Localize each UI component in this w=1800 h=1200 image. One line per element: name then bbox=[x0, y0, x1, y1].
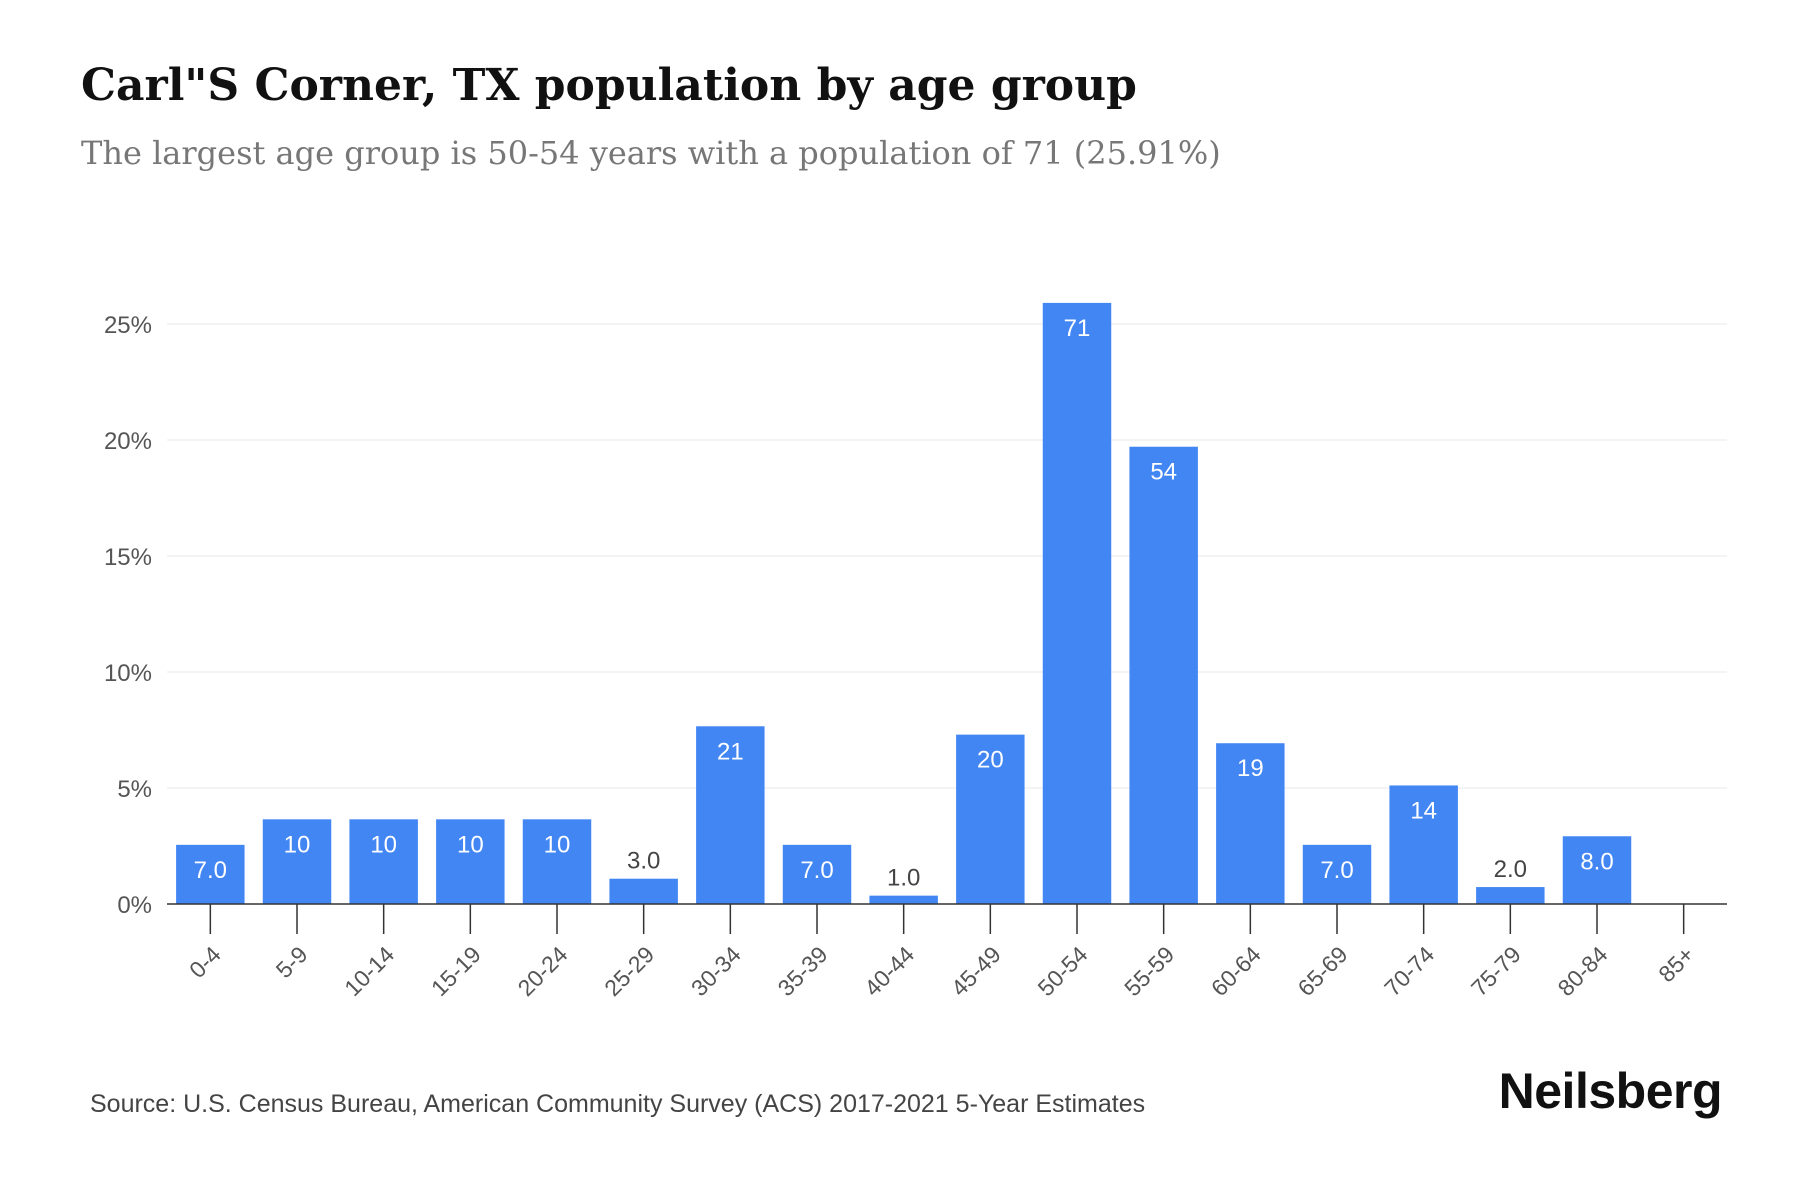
x-tick-label: 45-49 bbox=[946, 941, 1006, 1001]
x-tick-label: 55-59 bbox=[1119, 941, 1179, 1001]
x-tick-label: 30-34 bbox=[686, 941, 746, 1001]
bar bbox=[262, 819, 332, 904]
y-tick-label: 20% bbox=[104, 428, 152, 455]
x-tick-label: 20-24 bbox=[513, 941, 573, 1001]
bar bbox=[1476, 887, 1545, 904]
brand-logo: Neilsberg bbox=[1498, 1063, 1723, 1119]
y-tick-label: 15% bbox=[104, 544, 152, 571]
chart-subtitle: The largest age group is 50-54 years wit… bbox=[81, 134, 1221, 172]
data-label: 10 bbox=[457, 831, 484, 858]
bar bbox=[1389, 785, 1458, 904]
x-tick-label: 75-79 bbox=[1466, 941, 1526, 1001]
data-label: 7.0 bbox=[800, 857, 833, 884]
data-label: 19 bbox=[1237, 755, 1264, 782]
bar bbox=[1129, 446, 1198, 904]
data-label: 14 bbox=[1410, 797, 1437, 824]
x-tick-label: 40-44 bbox=[859, 941, 919, 1001]
data-label: 2.0 bbox=[1494, 856, 1527, 883]
data-label: 20 bbox=[977, 747, 1004, 774]
data-label: 7.0 bbox=[194, 857, 227, 884]
bar bbox=[1216, 743, 1285, 904]
y-tick-label: 10% bbox=[104, 660, 152, 687]
data-label: 10 bbox=[544, 831, 571, 858]
bar bbox=[522, 819, 592, 904]
bar bbox=[1562, 836, 1632, 904]
x-tick-label: 50-54 bbox=[1033, 941, 1093, 1001]
data-label: 3.0 bbox=[627, 848, 660, 875]
bar bbox=[869, 895, 938, 904]
x-tick-label: 70-74 bbox=[1379, 941, 1439, 1001]
data-label: 1.0 bbox=[887, 865, 920, 892]
y-tick-label: 5% bbox=[117, 776, 152, 803]
bar bbox=[436, 819, 505, 904]
x-tick-label: 85+ bbox=[1653, 941, 1699, 987]
x-tick-label: 5-9 bbox=[271, 941, 313, 983]
x-tick-label: 60-64 bbox=[1206, 941, 1266, 1001]
data-label: 10 bbox=[284, 831, 311, 858]
x-tick-label: 0-4 bbox=[184, 941, 226, 983]
bar bbox=[1302, 844, 1372, 904]
data-label: 7.0 bbox=[1320, 857, 1353, 884]
bar bbox=[696, 726, 765, 904]
x-tick-label: 25-29 bbox=[599, 941, 659, 1001]
x-tick-label: 15-19 bbox=[426, 941, 486, 1001]
y-tick-label: 25% bbox=[104, 312, 152, 339]
bar bbox=[956, 734, 1025, 904]
bar bbox=[349, 819, 418, 904]
bar bbox=[609, 878, 678, 904]
x-tick-label: 10-14 bbox=[339, 941, 399, 1001]
data-label: 8.0 bbox=[1580, 848, 1613, 875]
bar bbox=[176, 844, 245, 904]
data-label: 71 bbox=[1064, 315, 1091, 342]
data-label: 54 bbox=[1150, 459, 1177, 486]
y-tick-label: 0% bbox=[117, 892, 152, 919]
data-label: 10 bbox=[370, 831, 397, 858]
bar bbox=[1042, 302, 1112, 904]
x-tick-label: 65-69 bbox=[1293, 941, 1353, 1001]
x-tick-label: 35-39 bbox=[773, 941, 833, 1001]
data-label: 21 bbox=[717, 738, 744, 765]
bar bbox=[782, 844, 852, 904]
source-note: Source: U.S. Census Bureau, American Com… bbox=[90, 1090, 1146, 1118]
x-tick-label: 80-84 bbox=[1553, 941, 1613, 1001]
chart-title: Carl"S Corner, TX population by age grou… bbox=[81, 60, 1137, 111]
